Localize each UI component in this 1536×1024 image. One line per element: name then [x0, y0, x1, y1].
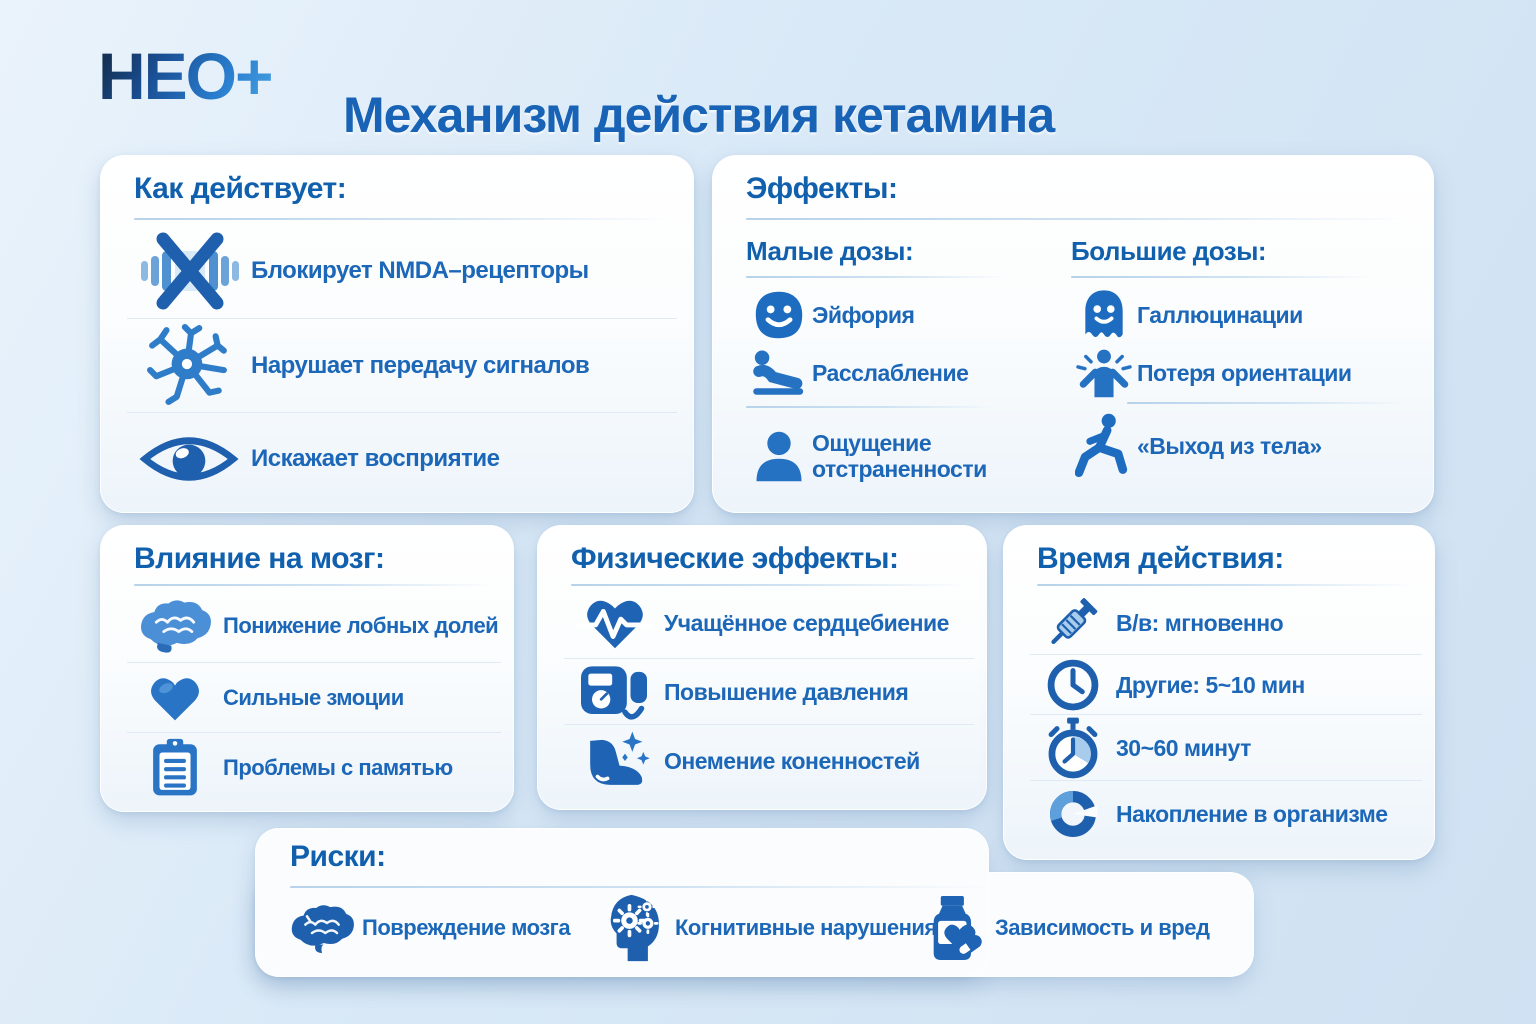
list-item: Онемение коненностей — [564, 724, 974, 797]
list-item: В/в: мгновенно — [1030, 592, 1422, 654]
list-item: Галлюцинации — [1071, 286, 1411, 344]
stopwatch-icon — [1030, 716, 1116, 780]
small-doses-column: Малые дозы: Эйфория — [746, 236, 1046, 506]
damaged-brain-icon — [282, 901, 362, 955]
divider — [746, 406, 996, 408]
item-label: Ощущение отстраненности — [812, 429, 987, 482]
list-item: Зависимость и вред — [915, 890, 1210, 966]
divider — [746, 218, 1410, 220]
item-label: Потеря ориентации — [1137, 359, 1352, 386]
heart-icon — [127, 672, 223, 724]
pill-bottle-icon — [915, 894, 995, 962]
item-label: Сильные змоции — [223, 685, 404, 711]
card-how-it-works: Как действует: Блокирует NMDA–рецепторы — [100, 155, 694, 513]
item-label: Искажает восприятие — [251, 445, 500, 473]
item-label: Блокирует NMDA–рецепторы — [251, 257, 589, 285]
card-brain-impact: Влияние на мозг: Понижение лобных долей — [100, 525, 514, 812]
smiley-face-icon — [746, 289, 812, 341]
page-title: Механизм действия кетамина — [343, 86, 1055, 143]
divider — [134, 218, 675, 220]
blood-pressure-icon — [564, 659, 664, 725]
item-label: «Выход из тела» — [1137, 432, 1322, 459]
list-item: Искажает восприятие — [127, 412, 677, 505]
divider — [290, 886, 990, 888]
eye-icon — [127, 428, 251, 490]
item-label: Расслабление — [812, 359, 969, 386]
list-item: Учащённое сердцебиение — [564, 588, 974, 658]
divider — [571, 584, 968, 586]
divider — [1127, 402, 1407, 404]
item-label: Нарушает передачу сигналов — [251, 352, 590, 380]
list-item: Понижение лобных долей — [127, 590, 501, 662]
relaxing-person-icon — [746, 348, 812, 398]
cognition-gears-head-icon — [595, 893, 675, 963]
list-item: Потеря ориентации — [1071, 344, 1411, 402]
list-item: Блокирует NMDA–рецепторы — [127, 224, 677, 318]
card-duration: Время действия: В/в: мгновенно — [1003, 525, 1435, 860]
person-silhouette-icon — [746, 429, 812, 483]
item-label: В/в: мгновенно — [1116, 609, 1284, 636]
list-item: Повреждение мозга — [282, 890, 571, 966]
card-title: Время действия: — [1037, 542, 1284, 575]
clipboard-icon — [127, 737, 223, 799]
item-label: Другие: 5~10 мин — [1116, 671, 1305, 698]
divider — [1071, 276, 1371, 278]
list-item: Расслабление — [746, 344, 1046, 402]
item-label: Онемение коненностей — [664, 747, 920, 774]
pie-chart-icon — [1030, 788, 1116, 840]
list-item: Повышение давления — [564, 658, 974, 725]
divider — [1037, 584, 1416, 586]
item-label: Повреждение мозга — [362, 915, 571, 941]
neo-plus-logo: НЕО+ — [98, 39, 274, 113]
large-doses-column: Большие дозы: Галлюцинации — [1071, 236, 1411, 506]
divider — [746, 276, 1008, 278]
subsection-title: Малые дозы: — [746, 236, 914, 266]
heartbeat-icon — [564, 592, 664, 654]
nmda-receptor-blocked-icon — [127, 229, 251, 313]
neuron-icon — [127, 323, 251, 409]
card-title: Как действует: — [134, 172, 347, 205]
item-label: Когнитивные нарушения — [675, 915, 937, 941]
list-item: Сильные змоции — [127, 662, 501, 733]
ghost-icon — [1071, 287, 1137, 343]
subsection-title: Большие дозы: — [1071, 236, 1267, 266]
clock-icon — [1030, 658, 1116, 712]
list-item: Нарушает передачу сигналов — [127, 318, 677, 413]
item-label: Накопление в организме — [1116, 800, 1388, 827]
divider — [134, 584, 495, 586]
list-item: «Выход из тела» — [1071, 408, 1411, 484]
syringe-icon — [1030, 592, 1116, 654]
item-label: Повышение давления — [664, 678, 909, 705]
brain-icon — [127, 596, 223, 656]
list-item: 30~60 минут — [1030, 714, 1422, 781]
item-label: Проблемы с памятью — [223, 755, 453, 781]
card-physical-effects: Физические эффекты: Учащённое сердцебиен… — [537, 525, 987, 810]
floating-person-icon — [1071, 413, 1137, 479]
card-title: Влияние на мозг: — [134, 542, 385, 575]
list-item: Ощущение отстраненности — [746, 412, 1046, 500]
list-item: Проблемы с памятью — [127, 732, 501, 803]
item-label: 30~60 минут — [1116, 734, 1251, 761]
list-item: Эйфория — [746, 286, 1046, 344]
disoriented-person-icon — [1071, 347, 1137, 399]
list-item: Когнитивные нарушения — [595, 890, 937, 966]
card-title: Физические эффекты: — [571, 542, 899, 575]
item-label: Эйфория — [812, 301, 915, 328]
list-item: Накопление в организме — [1030, 780, 1422, 847]
card-title: Риски: — [290, 840, 386, 873]
item-label: Понижение лобных долей — [223, 613, 499, 639]
card-effects: Эффекты: Малые дозы: Эйфория — [712, 155, 1434, 513]
list-item: Другие: 5~10 мин — [1030, 654, 1422, 715]
item-label: Учащённое сердцебиение — [664, 609, 949, 636]
card-title: Эффекты: — [746, 172, 898, 205]
item-label: Галлюцинации — [1137, 301, 1303, 328]
item-label: Зависимость и вред — [995, 915, 1210, 941]
numb-foot-icon — [564, 728, 664, 794]
